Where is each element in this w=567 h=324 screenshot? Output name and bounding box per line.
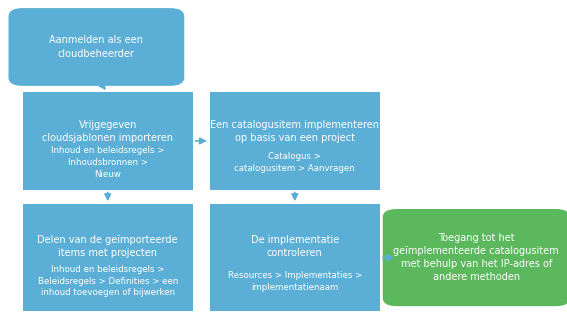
FancyBboxPatch shape [383, 209, 567, 306]
Text: Vrijgegeven
cloudsjablonen importeren: Vrijgegeven cloudsjablonen importeren [42, 120, 174, 143]
Bar [23, 92, 193, 190]
Text: Catalogus >
catalogusitem > Aanvragen: Catalogus > catalogusitem > Aanvragen [235, 152, 355, 173]
Text: Inhoud en beleidsregels >
Beleidsregels > Definities > een
inhoud toevoegen of b: Inhoud en beleidsregels > Beleidsregels … [37, 265, 178, 297]
Bar [210, 92, 380, 190]
Text: Inhoud en beleidsregels >
Inhoudsbronnen >
Nieuw: Inhoud en beleidsregels > Inhoudsbronnen… [51, 146, 164, 179]
Bar [210, 204, 380, 311]
Text: Delen van de geïmporteerde
items met projecten: Delen van de geïmporteerde items met pro… [37, 235, 178, 259]
Bar [23, 204, 193, 311]
FancyBboxPatch shape [9, 8, 184, 86]
Text: Toegang tot het
geïmplementeerde catalogusitem
met behulp van het IP-adres of
an: Toegang tot het geïmplementeerde catalog… [393, 233, 559, 283]
Text: De implementatie
controleren: De implementatie controleren [251, 235, 339, 259]
Text: Resources > Implementaties >
implementatienaam: Resources > Implementaties > implementat… [228, 271, 362, 292]
Text: Aanmelden als een
cloudbeheerder: Aanmelden als een cloudbeheerder [49, 35, 143, 59]
Text: Een catalogusitem implementeren
op basis van een project: Een catalogusitem implementeren op basis… [210, 120, 379, 143]
